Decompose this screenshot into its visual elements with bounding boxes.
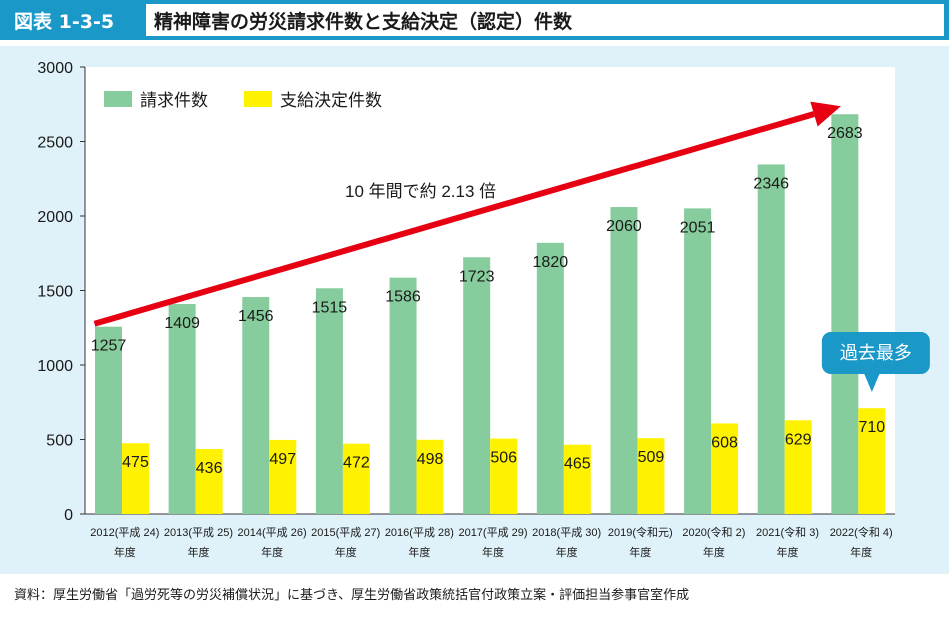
bar-claims [684, 208, 712, 514]
bar-approvals [342, 443, 370, 514]
x-tick-label-sub: 年度 [335, 545, 357, 559]
data-label-claims: 1723 [459, 268, 495, 285]
data-label-claims: 1409 [164, 315, 200, 332]
x-tick-label: 2017(平成 29) [458, 526, 527, 539]
legend-label-claims: 請求件数 [140, 91, 208, 110]
bar-approvals [784, 420, 812, 514]
x-tick-label: 2012(平成 24) [90, 526, 159, 539]
y-tick-label: 1000 [37, 358, 73, 375]
x-tick-label-sub: 年度 [850, 545, 872, 559]
bar-approvals [858, 408, 886, 514]
bar-approvals [490, 438, 518, 514]
x-tick-label: 2015(平成 27) [311, 526, 380, 539]
data-label-claims: 2346 [753, 175, 789, 192]
callout-bubble [821, 332, 930, 374]
data-label-approvals: 436 [196, 460, 223, 477]
bar-approvals [269, 439, 297, 514]
x-tick-label-sub: 年度 [482, 545, 504, 559]
y-tick-label: 3000 [37, 60, 73, 77]
x-tick-label-sub: 年度 [114, 545, 136, 559]
trend-annotation: 10 年間で約 2.13 倍 [345, 182, 496, 201]
data-label-claims: 1456 [238, 308, 274, 325]
y-tick-label: 2000 [37, 209, 73, 226]
bar-claims [831, 114, 859, 514]
bar-claims [242, 297, 270, 514]
x-tick-label: 2020(令和 2) [682, 525, 745, 539]
x-tick-label-sub: 年度 [703, 545, 725, 559]
callout-text: 過去最多 [840, 343, 912, 363]
bar-claims [610, 207, 638, 514]
y-tick-label: 0 [64, 507, 73, 524]
bar-approvals [563, 444, 591, 514]
data-label-claims: 1515 [312, 299, 348, 316]
x-tick-label: 2016(平成 28) [385, 526, 454, 539]
trend-arrow-line [93, 111, 815, 327]
data-label-claims: 1257 [91, 338, 127, 355]
x-tick-label-sub: 年度 [261, 545, 283, 559]
data-label-approvals: 608 [711, 434, 738, 451]
data-label-approvals: 498 [417, 451, 444, 468]
legend-swatch-claims [104, 91, 132, 107]
x-tick-label: 2019(令和元) [608, 525, 673, 539]
bar-approvals [637, 438, 665, 514]
data-label-claims: 2060 [606, 218, 642, 235]
bar-claims [315, 288, 343, 514]
bar-approvals [195, 449, 223, 514]
x-tick-label: 2013(平成 25) [164, 526, 233, 539]
bar-claims [757, 164, 785, 515]
bar-claims [389, 277, 417, 514]
x-tick-label: 2018(平成 30) [532, 526, 601, 539]
bar-claims [168, 304, 196, 514]
figure-label: 図表 1-3-5 [14, 10, 115, 33]
data-label-approvals: 629 [785, 431, 812, 448]
source-note: 資料：厚生労働省「過労死等の労災補償状況」に基づき、厚生労働省政策統括官付政策立… [14, 588, 690, 603]
bar-claims [463, 257, 491, 514]
x-tick-label-sub: 年度 [629, 545, 651, 559]
data-label-approvals: 475 [122, 454, 149, 471]
data-label-approvals: 506 [490, 450, 517, 467]
figure-title: 精神障害の労災請求件数と支給決定（認定）件数 [146, 4, 944, 36]
x-tick-label-sub: 年度 [556, 545, 578, 559]
data-label-claims: 2683 [827, 125, 863, 142]
x-tick-label-sub: 年度 [187, 545, 209, 559]
bar-approvals [122, 443, 149, 514]
x-tick-label-sub: 年度 [408, 545, 430, 559]
x-tick-label: 2022(令和 4) [830, 525, 893, 539]
data-label-approvals: 465 [564, 456, 591, 473]
y-tick-label: 1500 [37, 284, 73, 301]
bar-approvals [711, 423, 739, 514]
figure-header: 図表 1-3-5 精神障害の労災請求件数と支給決定（認定）件数 [0, 0, 949, 40]
bar-claims [536, 242, 564, 514]
bar-claims [95, 326, 122, 514]
bar-chart: 0 500 1000 1500 2000 2500 3000 1257 475 2012(平成 2… [37, 60, 930, 559]
x-tick-label-sub: 年度 [777, 545, 799, 559]
bar-approvals [416, 439, 444, 514]
x-tick-label: 2021(令和 3) [756, 525, 819, 539]
legend-swatch-approvals [244, 91, 272, 107]
callout-pointer [863, 373, 880, 392]
x-tick-label: 2014(平成 26) [238, 526, 307, 539]
data-label-approvals: 497 [269, 451, 296, 468]
data-label-approvals: 472 [343, 455, 370, 472]
data-label-approvals: 509 [638, 449, 665, 466]
data-label-claims: 2051 [680, 219, 716, 236]
data-label-approvals: 710 [859, 419, 886, 436]
trend-arrow-head [810, 101, 841, 127]
y-tick-label: 2500 [37, 135, 73, 152]
data-label-claims: 1820 [533, 254, 569, 271]
data-label-claims: 1586 [385, 289, 421, 306]
legend-label-approvals: 支給決定件数 [280, 91, 382, 110]
y-tick-label: 500 [46, 433, 73, 450]
